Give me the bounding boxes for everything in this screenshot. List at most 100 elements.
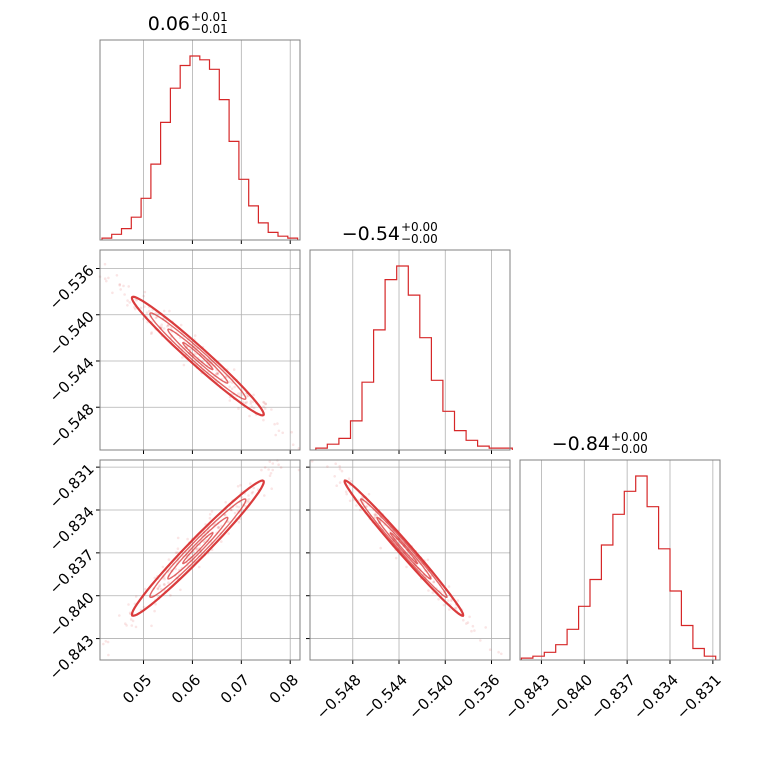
x-axis-labels-2: −0.843−0.840−0.837−0.834−0.831	[501, 671, 724, 723]
x-axis-labels-0: 0.05 0.06 0.07 0.08	[119, 671, 302, 707]
sample-point	[127, 285, 130, 288]
scatter-frame-1-0	[99, 249, 301, 451]
sample-point	[145, 311, 149, 315]
sample-point	[179, 323, 183, 327]
sample-point	[228, 399, 232, 402]
contour-1-0-3	[182, 341, 214, 371]
contour-2-1-0	[343, 479, 465, 617]
sample-point	[277, 429, 281, 433]
sample-point	[181, 356, 184, 359]
sample-point	[118, 614, 121, 617]
sample-point	[160, 326, 163, 329]
sample-point	[122, 284, 125, 288]
sample-point	[345, 492, 349, 496]
sample-point	[127, 603, 130, 606]
sample-point	[244, 402, 248, 405]
sample-point	[232, 368, 236, 371]
sample-point	[119, 288, 122, 291]
hist-panel-1: −0.54 +0.00−0.00	[309, 220, 513, 454]
sample-point	[333, 475, 337, 478]
histogram-0	[101, 55, 299, 240]
sample-point	[103, 277, 107, 281]
sample-point	[497, 650, 500, 654]
sample-point	[352, 498, 356, 502]
sample-point	[197, 565, 201, 569]
sample-point	[160, 323, 163, 327]
x-tick-label: 0.06	[168, 671, 204, 707]
x-tick-label: −0.843	[501, 671, 553, 723]
sample-point	[338, 465, 342, 468]
contour-1-0-0	[130, 295, 265, 417]
sample-point	[125, 624, 128, 627]
sample-point	[250, 405, 254, 408]
sample-point	[264, 402, 267, 406]
sample-point	[179, 588, 182, 592]
x-tick-label: −0.536	[451, 671, 503, 723]
sample-point	[249, 400, 253, 403]
sample-point	[277, 463, 280, 467]
sample-point	[431, 591, 435, 594]
contour-1-0-1	[149, 312, 247, 401]
sample-point	[243, 401, 246, 405]
hist-panel-0: 0.06 +0.01−0.01	[99, 10, 301, 244]
sample-point	[216, 372, 220, 375]
sample-point	[340, 469, 344, 473]
sample-point	[357, 499, 361, 502]
x-tick-label: −0.837	[587, 671, 639, 723]
sample-point	[268, 474, 272, 478]
sample-point	[128, 301, 131, 304]
sample-point	[456, 599, 460, 602]
y-tick-label: −0.834	[46, 503, 98, 555]
param-title-2: −0.84	[552, 433, 610, 455]
sample-point	[154, 602, 157, 606]
sample-point	[450, 599, 453, 603]
contour-2-0-2	[167, 516, 229, 580]
sample-point	[174, 551, 178, 554]
y-tick-label: −0.837	[46, 546, 98, 598]
sample-point	[252, 486, 256, 490]
sample-point	[235, 505, 238, 508]
sample-point	[473, 629, 476, 632]
sample-point	[157, 585, 161, 589]
sample-point	[143, 587, 147, 591]
sample-point	[204, 538, 208, 542]
sample-point	[291, 443, 295, 447]
x-tick-label: 0.05	[119, 671, 155, 707]
contour-2-0-3	[182, 532, 214, 565]
x-axis-labels-1: −0.548−0.544−0.540−0.536	[313, 671, 504, 723]
sample-point	[227, 532, 230, 535]
sample-point	[169, 326, 173, 329]
sample-point	[468, 615, 471, 619]
sample-point	[167, 324, 170, 327]
sample-point	[326, 465, 329, 468]
sample-point	[375, 514, 379, 517]
sample-point	[216, 371, 220, 375]
sample-point	[437, 598, 440, 601]
sample-point	[162, 327, 166, 330]
sample-point	[126, 299, 129, 302]
sample-point	[245, 499, 249, 503]
contour-2-0-0	[130, 479, 265, 617]
x-tick-label: −0.831	[673, 671, 725, 723]
sample-point	[169, 594, 172, 597]
sample-point	[106, 640, 110, 644]
sample-point	[193, 334, 197, 337]
sample-point	[247, 494, 250, 497]
param-title-minus-1: −0.00	[401, 232, 438, 246]
y-axis-labels-1: −0.548−0.544−0.540−0.536	[46, 261, 98, 452]
sample-point	[124, 622, 127, 625]
sample-point	[237, 505, 241, 509]
x-tick-label: −0.540	[405, 671, 457, 723]
sample-point	[271, 462, 275, 465]
sample-point	[394, 556, 398, 560]
contour-2-1-3	[389, 532, 419, 565]
sample-point	[176, 551, 179, 554]
sample-point	[239, 391, 243, 395]
sample-point	[405, 565, 408, 569]
sample-point	[267, 468, 270, 471]
sample-point	[150, 624, 153, 628]
sample-point	[158, 584, 162, 587]
sample-point	[448, 608, 451, 611]
sample-point	[344, 490, 348, 494]
sample-point	[247, 500, 250, 504]
